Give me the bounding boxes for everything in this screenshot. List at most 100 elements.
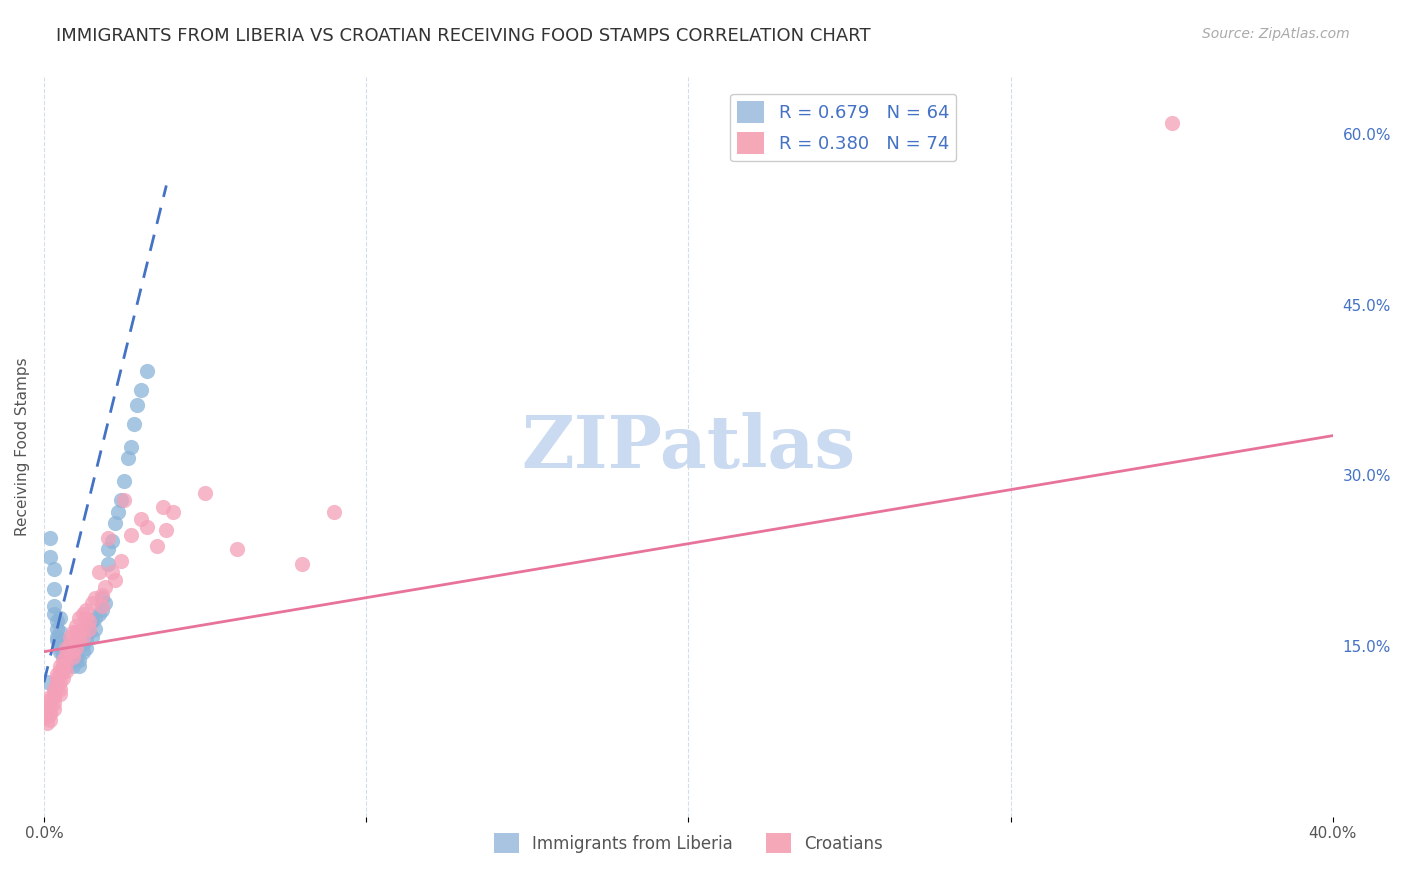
Point: [39, 705, 62, 719]
Point: [49, 664, 72, 678]
Point: [49, 659, 72, 673]
Point: [62, 648, 84, 662]
Point: [77, 618, 100, 632]
Point: [45, 679, 67, 693]
Point: [52, 671, 75, 685]
Point: [94, 596, 117, 610]
Point: [52, 648, 75, 662]
Point: [42, 607, 65, 622]
Point: [87, 607, 110, 622]
Point: [77, 622, 100, 636]
Point: [49, 687, 72, 701]
Point: [42, 701, 65, 715]
Point: [49, 633, 72, 648]
Point: [55, 641, 77, 656]
Point: [37, 709, 59, 723]
Point: [45, 622, 67, 636]
Point: [59, 648, 82, 662]
Point: [62, 653, 84, 667]
Point: [122, 417, 145, 432]
Point: [87, 565, 110, 579]
Point: [49, 682, 72, 697]
Point: [62, 625, 84, 640]
Point: [39, 698, 62, 713]
Point: [55, 659, 77, 673]
Point: [37, 716, 59, 731]
Point: [59, 630, 82, 644]
Point: [114, 474, 136, 488]
Point: [49, 610, 72, 624]
Point: [90, 588, 112, 602]
Point: [104, 516, 127, 531]
Point: [42, 696, 65, 710]
Legend: R = 0.679   N = 64, R = 0.380   N = 74: R = 0.679 N = 64, R = 0.380 N = 74: [730, 94, 956, 161]
Point: [84, 622, 107, 636]
Point: [94, 580, 117, 594]
Point: [45, 614, 67, 628]
Point: [67, 610, 90, 624]
Point: [52, 653, 75, 667]
Point: [65, 641, 87, 656]
Point: [42, 582, 65, 596]
Point: [110, 554, 132, 568]
Point: [39, 713, 62, 727]
Point: [37, 693, 59, 707]
Point: [84, 591, 107, 606]
Point: [72, 645, 94, 659]
Point: [114, 493, 136, 508]
Point: [59, 645, 82, 659]
Point: [37, 675, 59, 690]
Point: [75, 633, 97, 648]
Point: [49, 675, 72, 690]
Point: [72, 630, 94, 644]
Point: [55, 656, 77, 670]
Point: [155, 523, 177, 537]
Text: ZIPatlas: ZIPatlas: [522, 411, 855, 483]
Point: [55, 648, 77, 662]
Point: [145, 539, 167, 553]
Point: [67, 659, 90, 673]
Point: [82, 596, 104, 610]
Point: [77, 614, 100, 628]
Point: [90, 599, 112, 614]
Point: [194, 485, 217, 500]
Text: IMMIGRANTS FROM LIBERIA VS CROATIAN RECEIVING FOOD STAMPS CORRELATION CHART: IMMIGRANTS FROM LIBERIA VS CROATIAN RECE…: [56, 27, 870, 45]
Point: [120, 440, 142, 454]
Point: [45, 667, 67, 681]
Point: [72, 622, 94, 636]
Point: [59, 656, 82, 670]
Point: [162, 505, 184, 519]
Point: [90, 602, 112, 616]
Point: [127, 398, 149, 412]
Point: [39, 690, 62, 705]
Point: [67, 633, 90, 648]
Point: [55, 641, 77, 656]
Point: [59, 653, 82, 667]
Point: [90, 591, 112, 606]
Point: [291, 557, 314, 571]
Point: [65, 645, 87, 659]
Point: [82, 614, 104, 628]
Point: [55, 664, 77, 678]
Point: [45, 630, 67, 644]
Point: [84, 610, 107, 624]
Point: [42, 562, 65, 576]
Point: [45, 633, 67, 648]
Point: [152, 500, 174, 515]
Point: [72, 607, 94, 622]
Point: [65, 633, 87, 648]
Text: Source: ZipAtlas.com: Source: ZipAtlas.com: [1202, 27, 1350, 41]
Point: [129, 511, 152, 525]
Point: [65, 650, 87, 665]
Point: [52, 637, 75, 651]
Point: [75, 602, 97, 616]
Point: [65, 625, 87, 640]
Point: [37, 701, 59, 715]
Y-axis label: Receiving Food Stamps: Receiving Food Stamps: [15, 358, 30, 536]
Point: [52, 664, 75, 678]
Point: [82, 630, 104, 644]
Point: [52, 641, 75, 656]
Point: [52, 648, 75, 662]
Point: [117, 451, 139, 466]
Point: [42, 690, 65, 705]
